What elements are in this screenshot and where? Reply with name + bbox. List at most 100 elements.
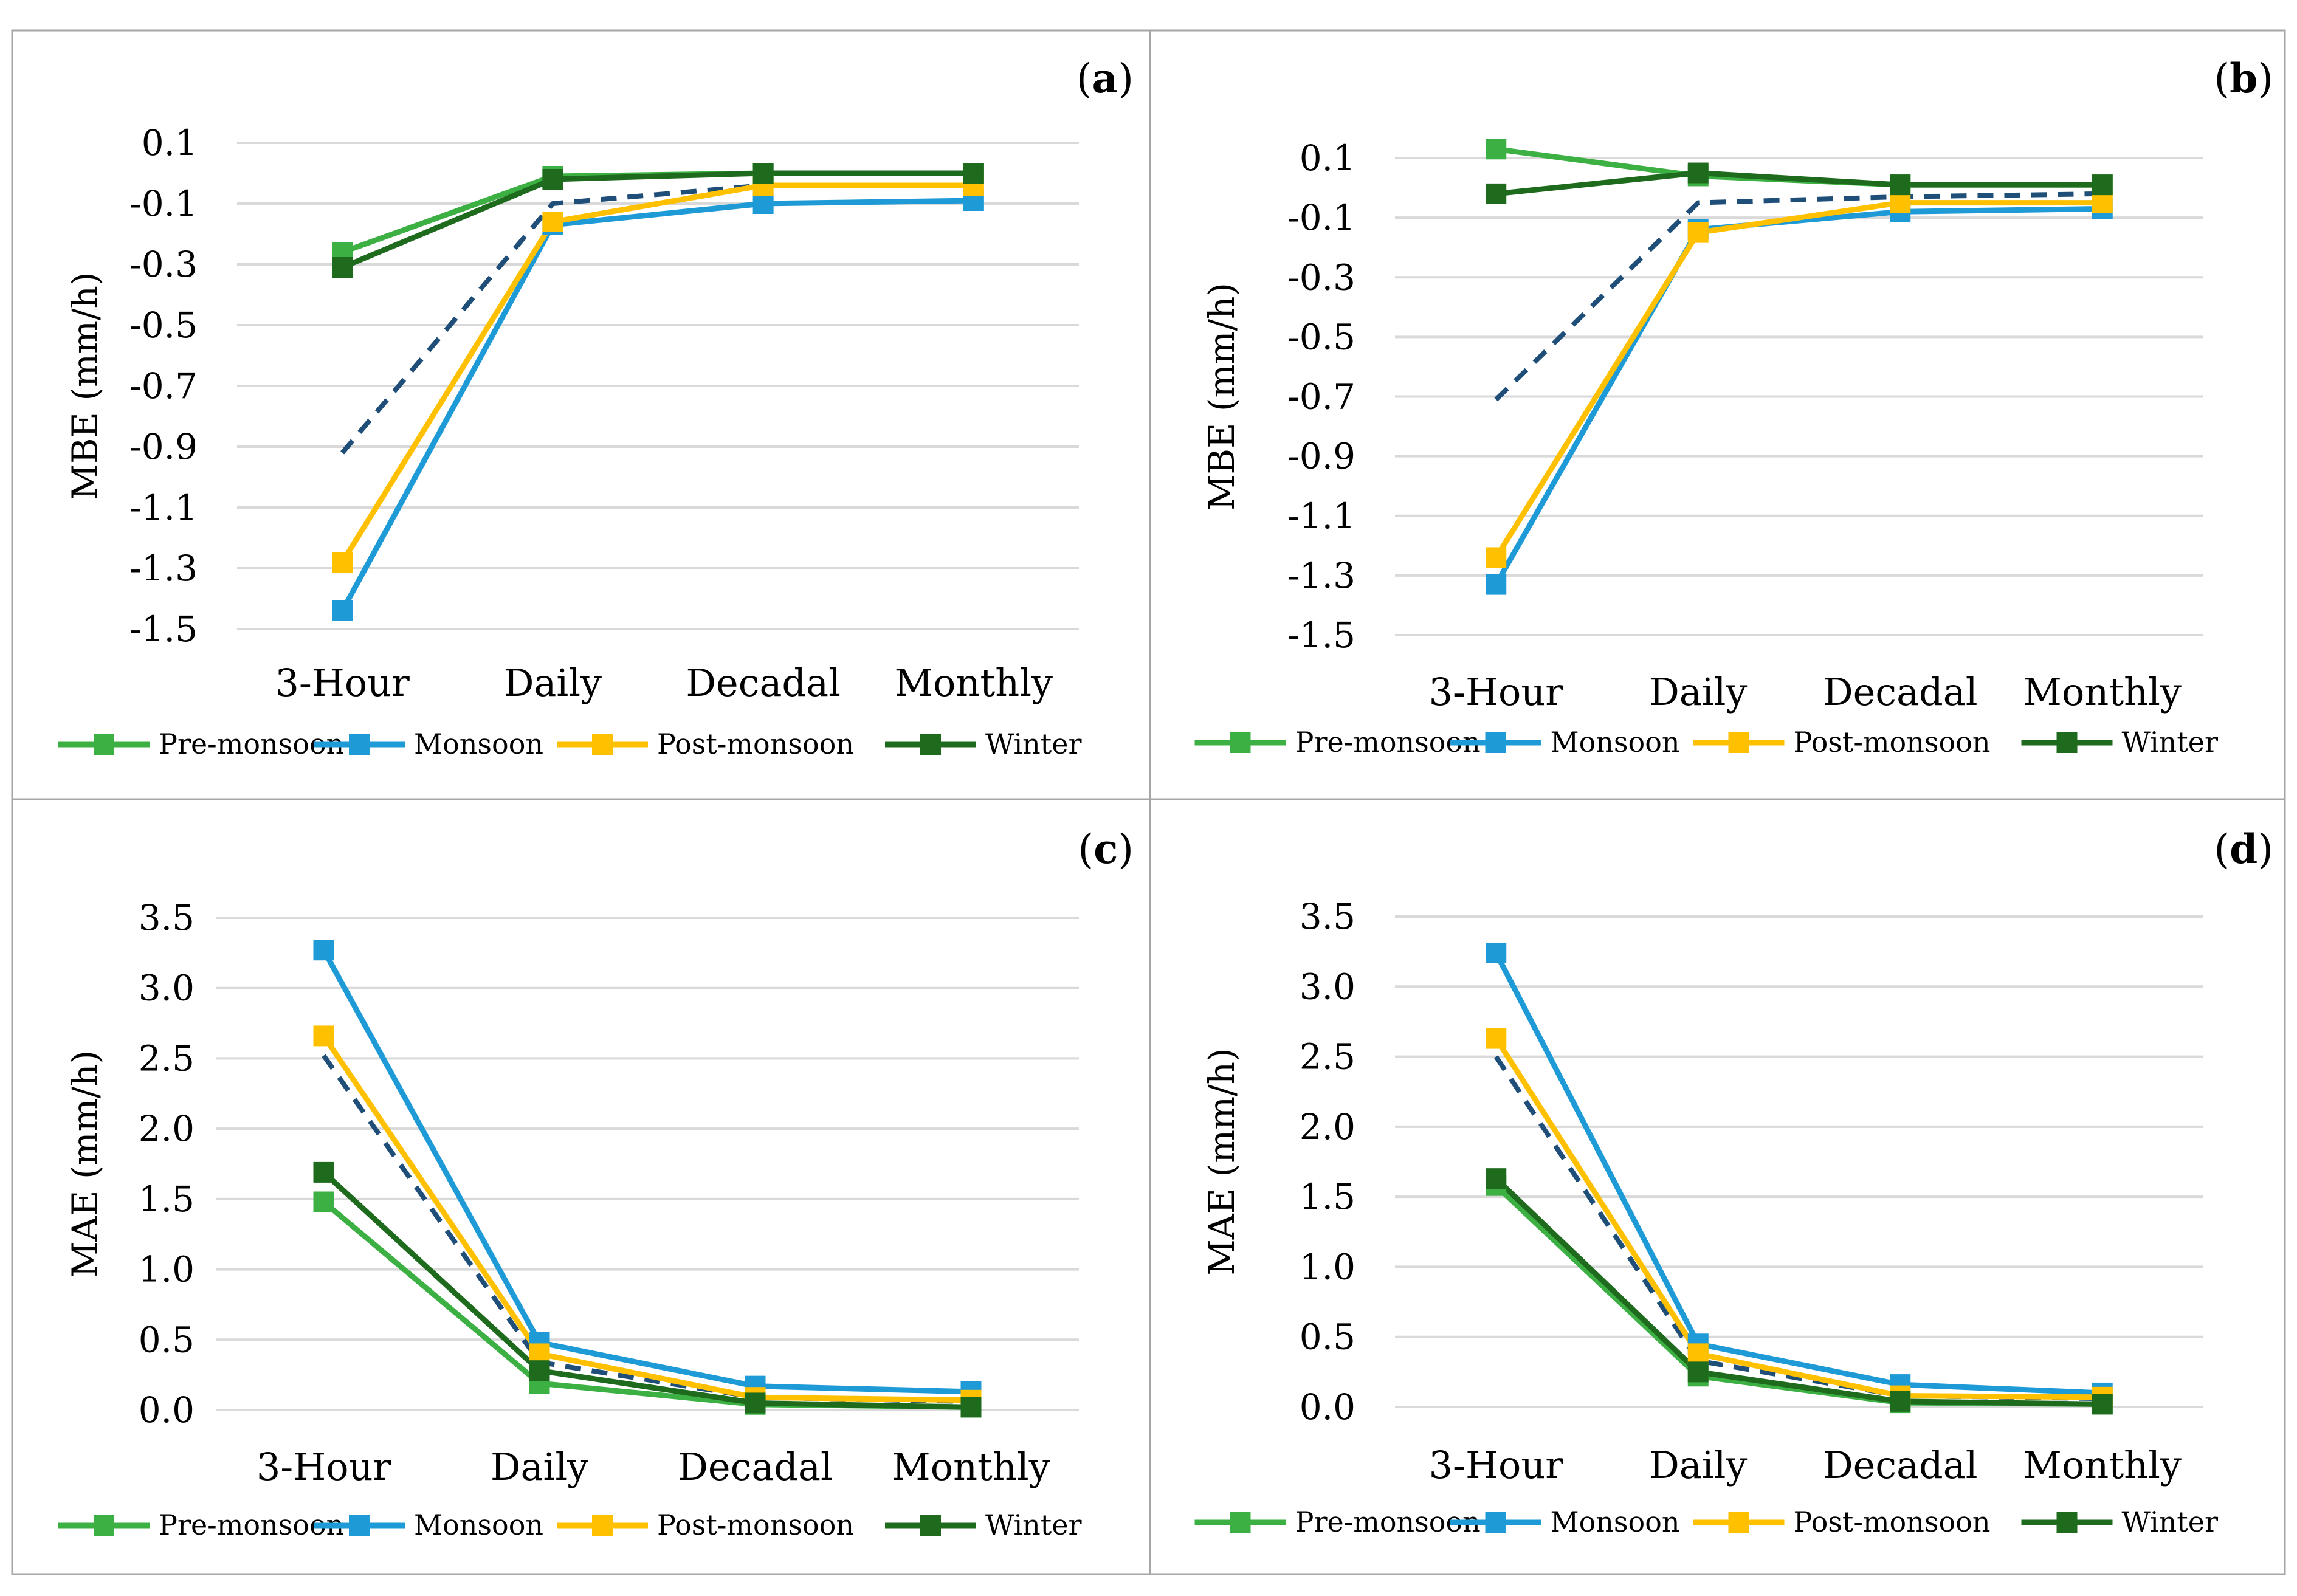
data-point-winter [963,163,984,184]
legend-marker-pre-monsoon [1230,1512,1251,1533]
legend-marker-post-monsoon [592,1515,613,1536]
legend-marker-post-monsoon [1728,732,1749,753]
legend-label: Post-monsoon [657,1508,854,1541]
y-tick-label: -1.5 [1287,614,1355,656]
data-point-winter [960,1397,982,1418]
series-line-monsoon [1493,205,2102,586]
y-tick-label: -1.1 [129,487,198,528]
series-line-winter [1495,170,2102,197]
legend-label: Pre-monsoon [159,727,344,760]
y-tick-label: 0.5 [139,1319,195,1360]
y-tick-label: 2.0 [139,1108,195,1149]
data-point-pre-monsoon [313,1191,334,1212]
y-tick-label: -0.9 [129,426,198,467]
data-point-post-monsoon [1486,1028,1507,1049]
data-point-winter [1890,1391,1911,1412]
chart-panel-c: 3.5 3.0 2.5 2.0 1.5 1.0 0.5 0.0 MAE (mm/h) 3-Hour… [11,798,1151,1575]
y-tick-label: 1.0 [139,1249,195,1290]
x-tick-label: 3-Hour [257,1445,391,1489]
y-tick-label: -0.7 [1287,376,1355,418]
legend-marker-monsoon [349,734,370,755]
panel-label: (c) [1078,825,1134,873]
data-point-post-monsoon [542,212,563,232]
data-point-winter [529,1360,550,1381]
data-point-winter [2092,1394,2113,1415]
legend-label: Winter [985,1508,1082,1541]
data-point-post-monsoon [313,1025,334,1047]
y-tick-label: -0.9 [1287,436,1355,477]
data-point-post-monsoon [1687,222,1709,243]
data-point-pre-monsoon [1486,139,1507,160]
series-line-monsoon [321,949,971,1395]
y-tick-label: 1.0 [1300,1246,1355,1287]
y-axis-label: MBE (mm/h) [1201,283,1242,511]
y-tick-label: 3.0 [1300,966,1355,1007]
series-line-post-monsoon [1493,1037,2102,1400]
data-point-post-monsoon [332,552,353,573]
data-point-winter [1687,1361,1709,1383]
y-tick-label: 3.5 [1300,896,1355,937]
data-point-winter [745,1392,766,1414]
y-axis-label: MAE (mm/h) [64,1050,106,1278]
y-tick-label: 2.0 [1300,1106,1355,1147]
legend-label: Winter [2122,726,2219,758]
y-tick-label: 1.5 [139,1178,195,1220]
panel-border [1149,798,2286,1575]
legend-marker-monsoon [349,1515,370,1536]
series-line-post-monsoon [340,182,974,564]
legend-label: Pre-monsoon [159,1508,344,1541]
data-point-winter [2092,174,2113,196]
data-point-post-monsoon [1890,192,1911,213]
data-point-post-monsoon [1486,547,1507,568]
legend-marker-pre-monsoon [1230,732,1251,753]
legend-label: Monsoon [414,1508,543,1541]
data-point-monsoon [752,193,774,214]
y-tick-label: -1.1 [1287,495,1355,537]
legend-marker-winter [2056,1512,2078,1533]
legend-marker-monsoon [1485,1512,1506,1533]
x-tick-label: Decadal [1823,670,1978,714]
series-line-winter [1494,1176,2102,1407]
legend-marker-post-monsoon [592,734,613,755]
y-tick-label: -1.5 [129,608,198,650]
data-point-winter [313,1161,334,1183]
series-line-average-dashed [1494,191,2102,402]
legend-label: Post-monsoon [1794,1505,1991,1538]
x-tick-label: 3-Hour [1429,1443,1564,1487]
data-point-post-monsoon [1687,1343,1709,1364]
y-tick-label: 1.5 [1300,1176,1355,1217]
legend-marker-post-monsoon [1728,1512,1749,1533]
x-tick-label: Decadal [678,1445,833,1489]
x-tick-label: 3-Hour [275,661,410,705]
x-tick-label: Daily [504,661,602,705]
y-tick-label: 2.5 [139,1037,195,1079]
y-tick-label: 3.0 [139,968,195,1009]
data-point-monsoon [1486,942,1507,963]
legend-marker-pre-monsoon [94,734,114,755]
x-tick-label: Decadal [1823,1443,1978,1487]
x-tick-label: Daily [491,1445,588,1489]
data-point-monsoon [1486,574,1507,595]
y-tick-label: -0.5 [1287,316,1355,357]
series-line-post-monsoon [1493,200,2102,559]
data-point-winter [1486,1168,1507,1189]
data-point-post-monsoon [2092,192,2113,213]
x-tick-label: Monthly [892,1445,1050,1489]
data-point-monsoon [313,940,334,961]
legend-marker-monsoon [1485,732,1506,753]
legend-marker-winter [920,734,941,755]
y-tick-label: 0.1 [1300,137,1355,179]
y-tick-label: 0.5 [1300,1316,1355,1358]
series-line-winter [322,1170,971,1410]
panel-label: (a) [1076,55,1134,102]
data-point-winter [332,257,353,278]
data-point-winter [542,169,563,190]
legend-label: Monsoon [1551,1505,1680,1538]
y-tick-label: 3.5 [139,897,195,938]
x-tick-label: Monthly [895,661,1053,705]
series-line-monsoon [340,198,974,613]
series-line-winter [341,170,974,270]
panel-label: (d) [2214,825,2273,873]
y-tick-label: -1.3 [1287,555,1355,596]
